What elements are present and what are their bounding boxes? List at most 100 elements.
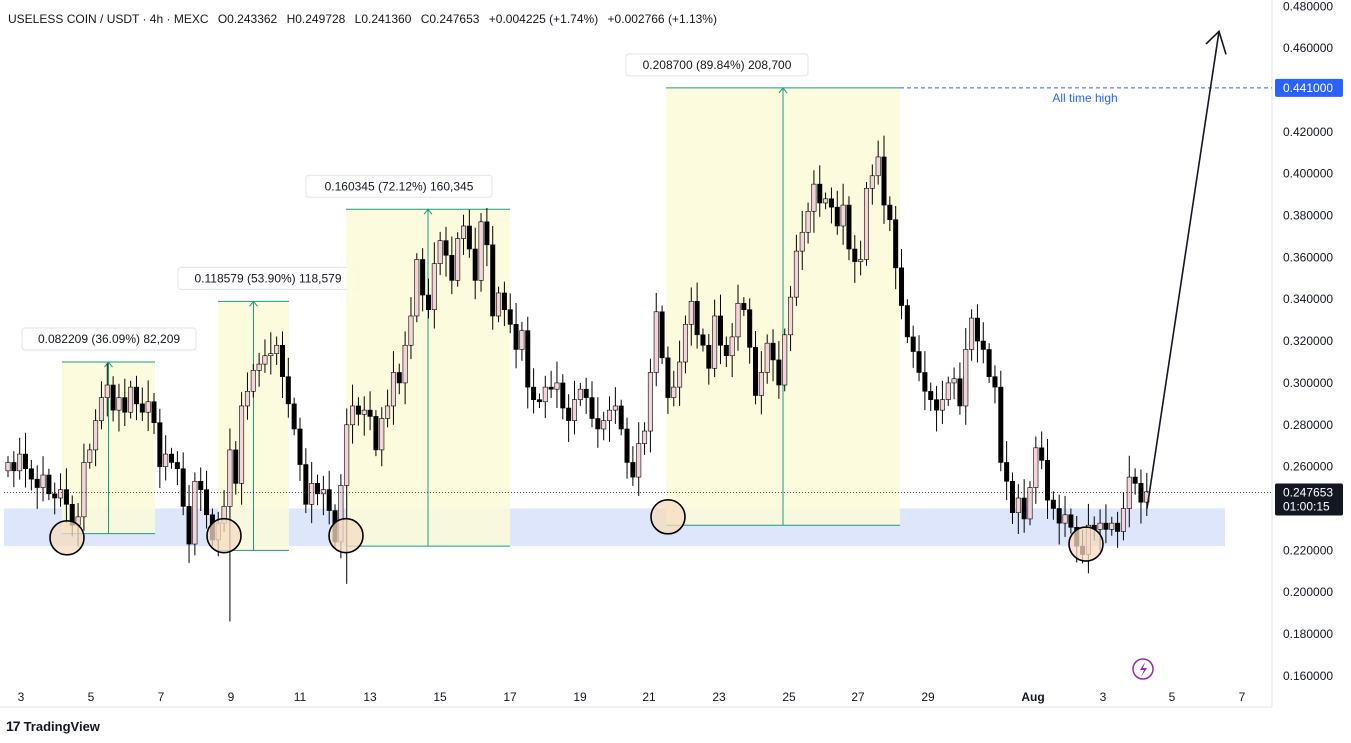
candle (969, 309, 975, 361)
candle (1021, 479, 1027, 533)
candle-body (782, 334, 788, 386)
candle (869, 164, 875, 205)
y-tick-label: 0.160000 (1283, 669, 1333, 683)
candle-body (385, 405, 391, 419)
current-price-label: 0.247653 (1283, 485, 1333, 499)
bounce-circle (206, 517, 242, 554)
candle-body (373, 416, 379, 451)
x-tick-label: 3 (1100, 690, 1107, 704)
candle-body (17, 453, 23, 472)
candle-body (461, 225, 467, 239)
candle (980, 322, 986, 364)
candle (46, 468, 52, 501)
x-tick-label: 3 (18, 690, 25, 704)
candle (81, 443, 87, 531)
candle-body (957, 378, 963, 407)
candle (180, 452, 186, 516)
candle-body (642, 430, 648, 444)
candle (63, 468, 69, 524)
candle (741, 297, 747, 316)
tradingview-brand[interactable]: 17 TradingView (6, 718, 100, 734)
candle (431, 242, 437, 329)
candle (723, 336, 729, 368)
candle-body (262, 355, 268, 365)
candle-body (834, 206, 840, 227)
x-tick-label: 27 (851, 690, 865, 704)
candle-body (659, 311, 665, 359)
candle (1027, 481, 1033, 526)
candle (758, 351, 764, 415)
candle-body (881, 156, 887, 206)
candle-body (828, 198, 834, 208)
candle-body (122, 397, 128, 413)
candle (279, 331, 285, 399)
candle (250, 364, 256, 398)
candle-body (204, 489, 210, 516)
candle (519, 321, 525, 361)
symbol-title[interactable]: USELESS COIN / USDT · 4h · MEXC (8, 12, 209, 26)
candle (390, 351, 396, 425)
candle-body (496, 292, 502, 317)
candle (834, 190, 840, 235)
ath-label: All time high (1052, 91, 1117, 105)
candle (256, 352, 262, 387)
candle-body (355, 405, 361, 415)
candle (863, 182, 869, 266)
candle-body (852, 248, 858, 262)
candle-body (420, 259, 426, 296)
candle (52, 482, 58, 515)
candle-body (986, 349, 992, 377)
candle-body (974, 317, 980, 342)
candle (770, 329, 776, 382)
candle (589, 381, 595, 428)
candle (642, 422, 648, 455)
candle (1056, 494, 1062, 545)
candle-body (928, 391, 934, 400)
candle-body (326, 489, 332, 511)
candle-body (11, 462, 17, 472)
candle (23, 432, 29, 488)
candle (204, 470, 210, 529)
candle (688, 287, 694, 346)
candle-body (443, 240, 449, 256)
candle-body (735, 303, 741, 338)
candle (1004, 441, 1010, 501)
candle (893, 205, 899, 290)
candle (1033, 436, 1039, 504)
candle-body (1021, 497, 1027, 520)
candle-body (186, 506, 192, 545)
candle-body (601, 420, 607, 430)
candle-body (472, 248, 478, 281)
candle (536, 393, 542, 409)
y-tick-label: 0.180000 (1283, 627, 1333, 641)
candle-body (589, 397, 595, 419)
candle (694, 282, 700, 349)
candle (571, 380, 577, 435)
candle (244, 372, 250, 420)
candle (478, 213, 484, 292)
x-tick-label: 7 (1239, 690, 1246, 704)
measure-label-box (21, 327, 197, 351)
candle (501, 281, 507, 327)
candle (659, 305, 665, 365)
candle-body (723, 344, 729, 357)
candle-body (478, 221, 484, 281)
candle-body (910, 336, 916, 352)
candle (17, 437, 23, 480)
candle (525, 316, 531, 409)
candle-body (595, 418, 601, 430)
candle (776, 341, 782, 399)
candle-body (344, 424, 350, 486)
x-tick-label: 29 (921, 690, 935, 704)
candle (729, 323, 735, 378)
y-tick-label: 0.220000 (1283, 543, 1333, 557)
measure-label-box (305, 174, 493, 198)
candle-body (256, 363, 262, 371)
candle-body (390, 372, 396, 407)
ath-price-tag (1275, 78, 1343, 97)
candle-body (414, 259, 420, 317)
candle-body (916, 351, 922, 373)
candle (174, 451, 180, 486)
measure-label: 0.208700 (89.84%) 208,700 (643, 58, 792, 72)
